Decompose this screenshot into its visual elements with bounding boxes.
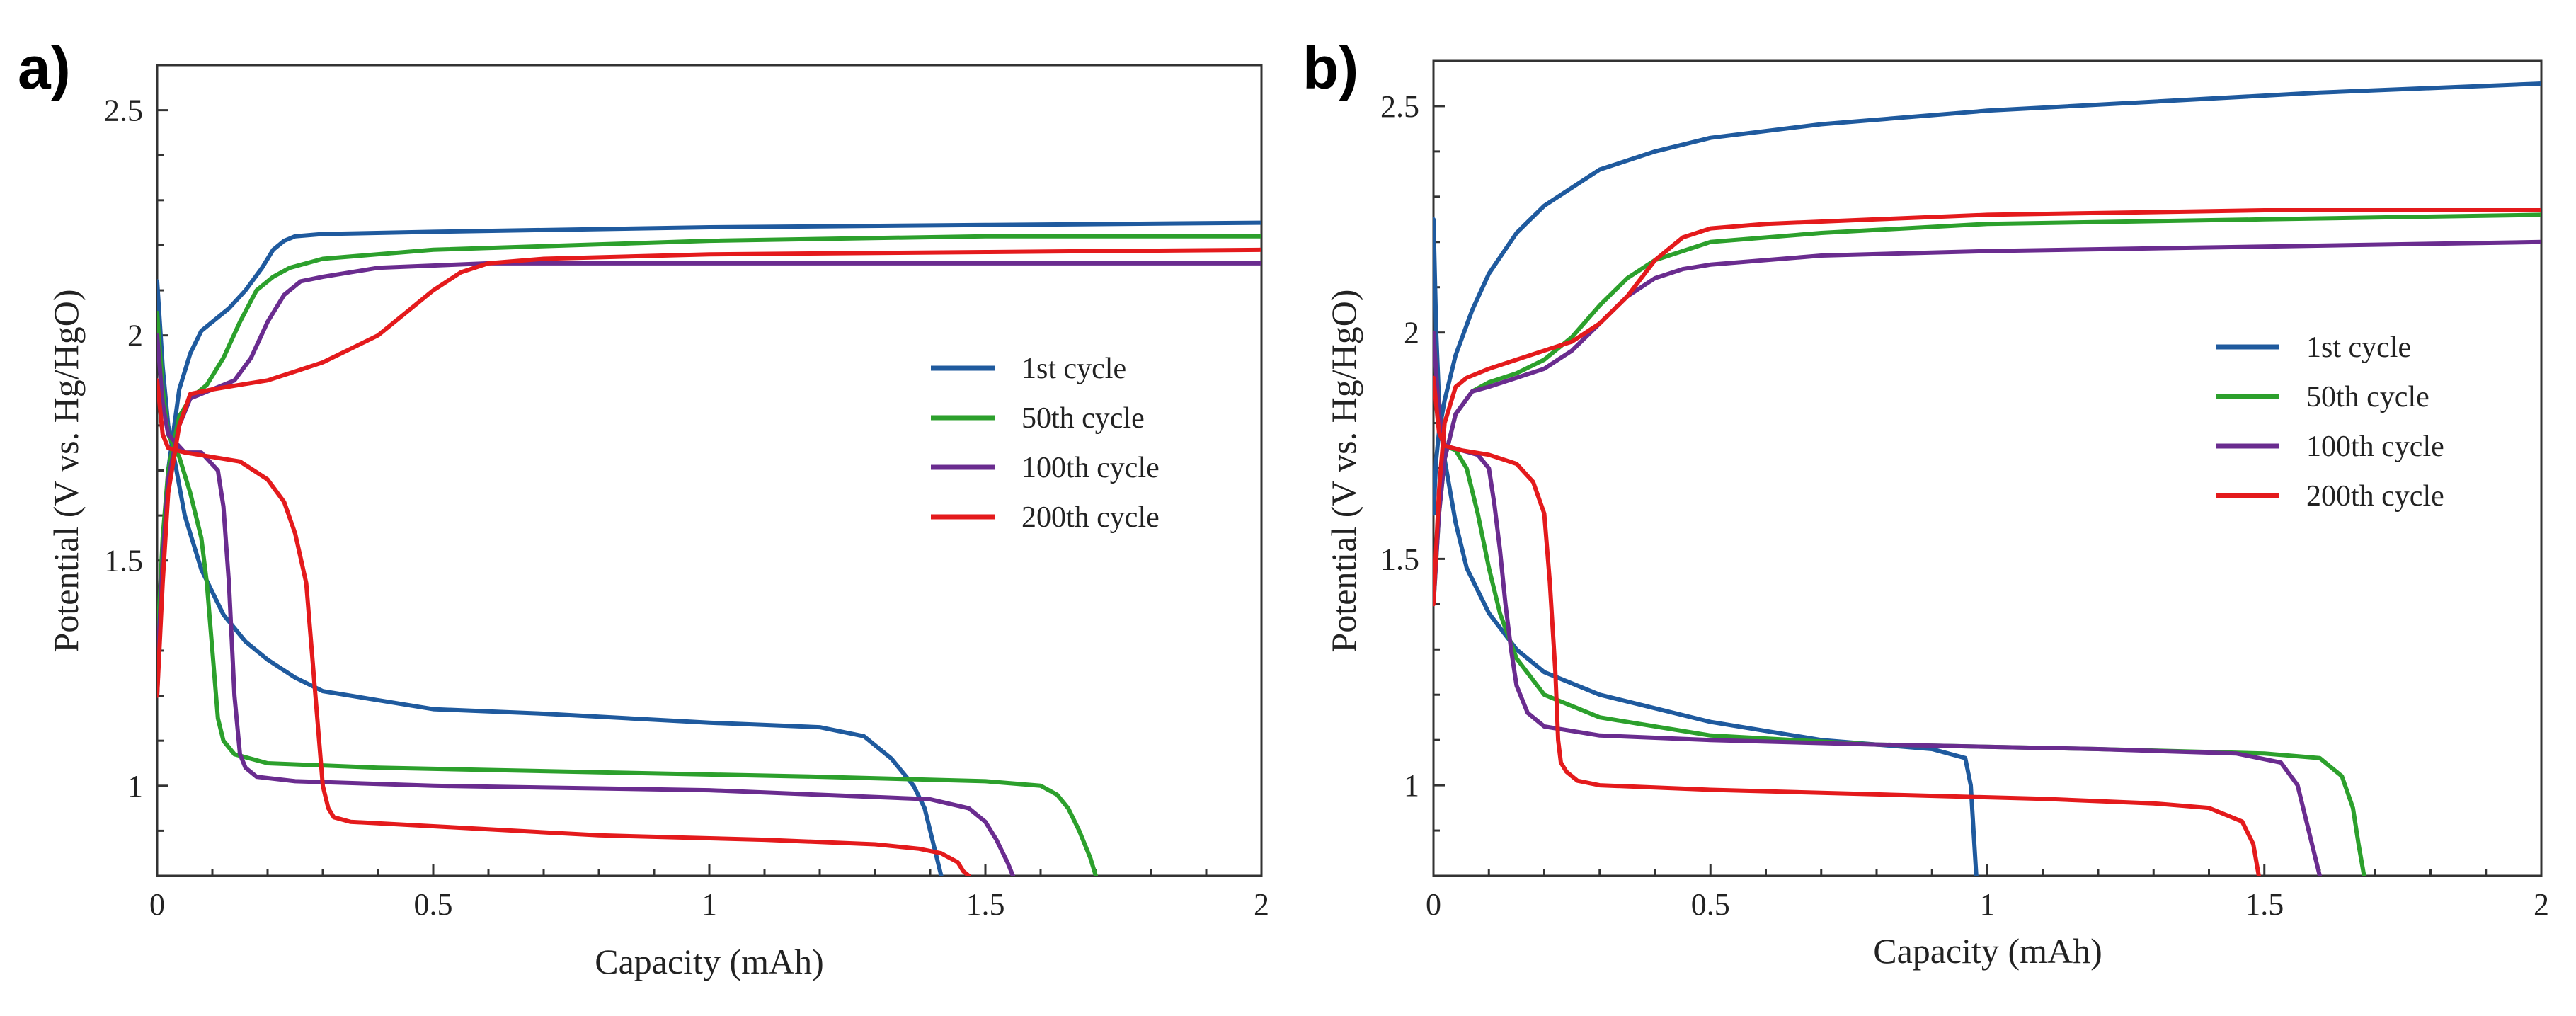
panel-b-curves — [1433, 81, 2541, 876]
panel-b-plot-frame — [1432, 59, 2543, 877]
panel-a-series-100th-cycle-discharge-line — [157, 333, 1015, 876]
panel-a-label: a) — [18, 35, 71, 101]
panel-a-x-tick-label: 1.5 — [966, 887, 1005, 922]
panel-b-x-tick-label: 0.5 — [1691, 887, 1730, 922]
panel-a-series-1st-cycle-charge-line — [157, 220, 1261, 698]
panel-b-y-tick-label: 1 — [1404, 768, 1419, 803]
panel-b-y-ticks: 1 1.5 2 2.5 — [1380, 89, 1445, 832]
panel-b-legend-label-100th-cycle: 100th cycle — [2306, 430, 2444, 463]
panel-a-series-200th-cycle-charge-line — [157, 247, 1261, 698]
panel-b: b) 0 0.5 1 1.5 2 1 1.5 2 2.5 Capacity (mAh) Pot… — [1303, 35, 2549, 971]
panel-a-legend: 1st cycle 50th cycle 100th cycle 200th cycl… — [931, 353, 1160, 534]
panel-a-legend-label-100th-cycle: 100th cycle — [1021, 452, 1160, 484]
panel-a-x-tick-label: 0.5 — [414, 887, 453, 922]
panel-b-y-tick-label: 2.5 — [1380, 89, 1419, 124]
panel-b-x-tick-label: 1 — [1980, 887, 1996, 922]
panel-a-y-tick-label: 1 — [127, 769, 143, 804]
panel-a-y-tick-label: 2 — [127, 319, 143, 353]
panel-a-x-tick-label: 0 — [149, 887, 165, 922]
panel-a-legend-label-1st-cycle: 1st cycle — [1021, 353, 1126, 385]
panel-b-series-1st-cycle-discharge-line — [1433, 217, 1979, 876]
panel-b-x-tick-label: 0 — [1426, 887, 1441, 922]
panel-b-series-200th-cycle-charge-line — [1433, 208, 2541, 607]
panel-a-series-50th-cycle-charge-line — [157, 234, 1261, 653]
panel-a-curves — [157, 220, 1261, 876]
panel-b-legend: 1st cycle 50th cycle 100th cycle 200th cycl… — [2216, 331, 2444, 513]
panel-a-y-tick-label: 2.5 — [104, 93, 143, 128]
panel-a: a) 0 0.5 1 1.5 2 1 1.5 2 2.5 Capacity (mAh) Pot… — [18, 35, 1269, 981]
panel-b-series-1st-cycle-charge-line — [1433, 81, 2541, 516]
panel-b-y-axis-label: Potential (V vs. Hg/HgO) — [1324, 290, 1363, 653]
panel-b-x-ticks: 0 0.5 1 1.5 2 — [1426, 864, 2549, 922]
panel-a-x-axis-label: Capacity (mAh) — [595, 942, 824, 981]
panel-a-y-ticks: 1 1.5 2 2.5 — [104, 93, 168, 832]
panel-a-y-axis-label: Potential (V vs. Hg/HgO) — [46, 290, 86, 653]
panel-b-x-axis-label: Capacity (mAh) — [1873, 931, 2102, 971]
panel-a-legend-label-50th-cycle: 50th cycle — [1021, 402, 1145, 435]
panel-a-legend-label-200th-cycle: 200th cycle — [1021, 501, 1160, 534]
panel-a-x-tick-label: 1 — [702, 887, 717, 922]
panel-b-x-tick-label: 1.5 — [2245, 887, 2284, 922]
panel-a-series-50th-cycle-discharge-line — [157, 310, 1098, 876]
panel-b-label: b) — [1303, 35, 1358, 101]
panel-b-y-tick-label: 1.5 — [1380, 542, 1419, 576]
panel-b-legend-label-50th-cycle: 50th cycle — [2306, 381, 2429, 413]
panel-b-series-200th-cycle-discharge-line — [1433, 375, 2261, 876]
panel-a-series-200th-cycle-discharge-line — [157, 378, 971, 876]
panel-b-series-50th-cycle-discharge-line — [1433, 330, 2366, 876]
panel-a-x-ticks: 0 0.5 1 1.5 2 — [149, 864, 1269, 922]
panel-a-x-tick-label: 2 — [1254, 887, 1269, 922]
panel-b-x-tick-label: 2 — [2534, 887, 2549, 922]
panel-b-legend-label-1st-cycle: 1st cycle — [2306, 331, 2411, 364]
panel-a-y-tick-label: 1.5 — [104, 544, 143, 578]
panel-b-y-tick-label: 2 — [1404, 316, 1419, 350]
panel-b-legend-label-200th-cycle: 200th cycle — [2306, 480, 2444, 513]
panel-b-series-100th-cycle-charge-line — [1433, 239, 2541, 607]
